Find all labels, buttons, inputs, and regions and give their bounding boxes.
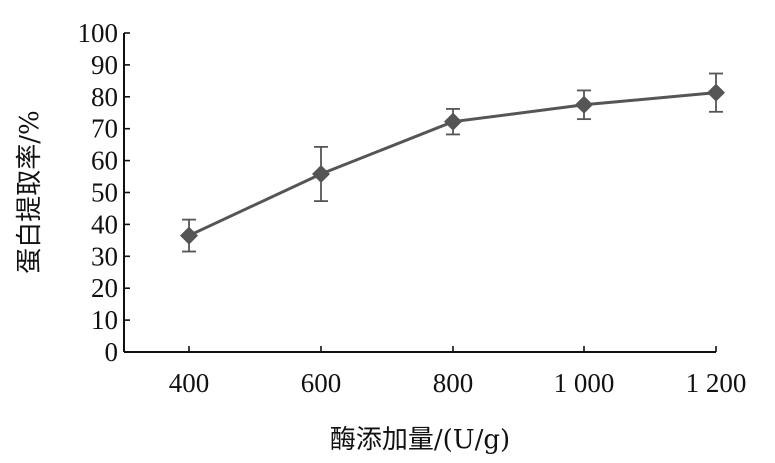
- data-point-marker: [444, 112, 462, 131]
- axes: [123, 33, 716, 353]
- y-tick-label: 40: [91, 209, 118, 239]
- x-tick-label: 600: [301, 368, 342, 398]
- data-markers: [180, 83, 725, 245]
- y-tick-label: 0: [105, 337, 119, 367]
- x-ticks: 400 600 800 1 000 1 200: [169, 346, 747, 398]
- y-tick-label: 20: [91, 273, 118, 303]
- x-tick-label: 400: [169, 368, 210, 398]
- data-point-marker: [707, 83, 725, 102]
- x-tick-label: 1 200: [686, 368, 747, 398]
- data-point-marker: [575, 95, 593, 114]
- x-axis-label: 酶添加量/(U/g): [330, 425, 510, 455]
- data-point-marker: [180, 226, 198, 245]
- y-tick-label: 80: [91, 82, 118, 112]
- x-tick-label: 800: [433, 368, 474, 398]
- y-tick-label: 60: [91, 146, 118, 176]
- x-tick-label: 1 000: [554, 368, 615, 398]
- data-point-marker: [312, 164, 330, 183]
- y-tick-label: 10: [91, 305, 118, 335]
- y-tick-label: 50: [91, 178, 118, 208]
- y-tick-label: 70: [91, 114, 118, 144]
- y-tick-label: 90: [91, 50, 118, 80]
- y-tick-label: 30: [91, 241, 118, 271]
- y-axis-label: 蛋白提取率/%: [15, 110, 45, 273]
- y-tick-label: 100: [78, 18, 119, 48]
